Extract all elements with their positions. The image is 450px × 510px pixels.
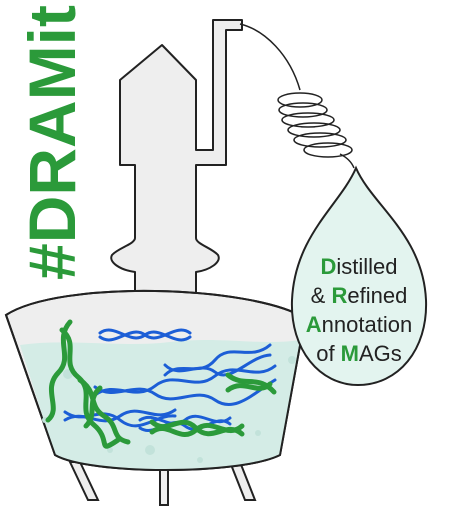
dna-strands-green [45, 319, 277, 449]
tagline-line-4: of MAGs [316, 341, 402, 366]
condenser-coil [277, 92, 355, 169]
droplet [290, 165, 428, 387]
tagline-line-2: & Refined [311, 283, 408, 308]
tagline: Distilled & Refined Annotation of MAGs [306, 254, 412, 366]
tagline-line-3: Annotation [306, 312, 412, 337]
hashtag-title: #DRAMit [15, 5, 89, 280]
still-column [110, 19, 243, 301]
bubbles [42, 356, 296, 463]
condenser-tube [239, 23, 301, 91]
dna-strands-blue [63, 328, 277, 432]
tagline-line-1: Distilled [320, 254, 397, 279]
